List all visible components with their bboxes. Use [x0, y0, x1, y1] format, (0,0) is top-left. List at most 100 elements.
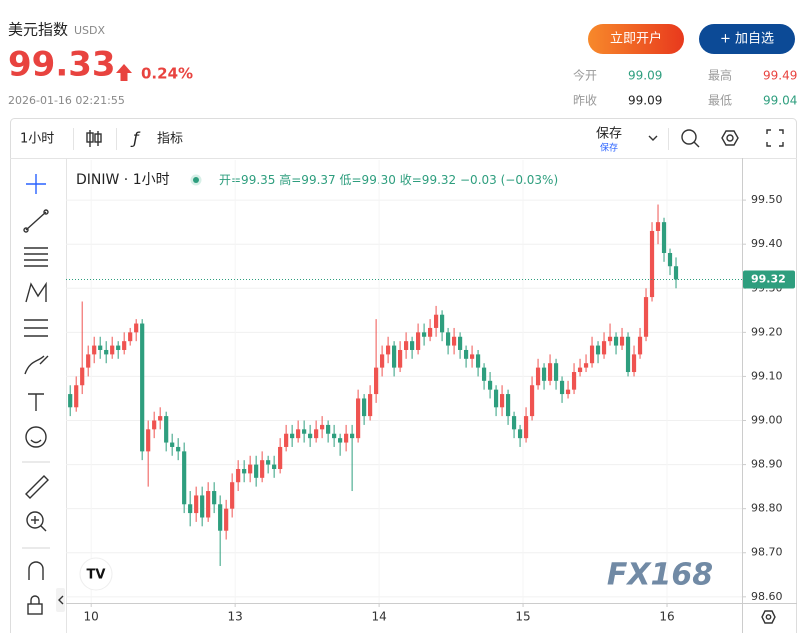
collapse-icon[interactable] — [58, 595, 64, 605]
candle-body — [362, 398, 367, 417]
candle-body — [475, 354, 481, 368]
candle-body — [499, 394, 505, 408]
trendline-tool[interactable] — [23, 209, 49, 233]
fullscreen-icon[interactable] — [766, 129, 784, 147]
candle-body — [206, 491, 211, 518]
open-account-button[interactable] — [588, 24, 684, 54]
candle-body — [517, 429, 523, 439]
magnet-tool[interactable] — [28, 561, 44, 580]
candle-body — [80, 367, 85, 386]
candle-body — [643, 297, 649, 337]
emoji-tool[interactable] — [25, 426, 47, 448]
stat-value: 99.04 — [763, 94, 797, 108]
legend-low: 低=99.30 — [340, 173, 396, 187]
candle-body — [487, 380, 493, 390]
quick-search-icon[interactable] — [681, 129, 700, 148]
fib-tool[interactable] — [24, 319, 48, 337]
candle-body — [260, 460, 265, 478]
candle-body — [547, 363, 553, 381]
candle-body — [541, 367, 547, 381]
tv-logo-mark: TV — [87, 568, 106, 583]
candle-body — [74, 385, 79, 408]
watchlist-button[interactable] — [699, 24, 795, 54]
grid — [66, 160, 742, 603]
candle-body — [427, 327, 433, 337]
save-sub[interactable]: 保存 — [600, 142, 618, 154]
candle-body — [236, 468, 241, 483]
candle-body — [661, 222, 667, 254]
candle-body — [188, 504, 193, 514]
chart-type-icon[interactable] — [86, 130, 102, 147]
candle-body — [152, 420, 157, 430]
candle-body — [565, 389, 571, 395]
collapse-handle[interactable] — [56, 588, 65, 612]
candle-body — [278, 446, 283, 469]
parallel-tool[interactable] — [24, 247, 48, 267]
candle-body — [398, 349, 403, 368]
candle-body — [170, 442, 175, 447]
candle-body — [248, 464, 253, 474]
candle-body — [404, 341, 409, 350]
axis-settings-icon[interactable] — [761, 610, 776, 624]
candle-body — [140, 323, 145, 452]
candle-body — [176, 446, 181, 452]
candle-body — [98, 345, 103, 350]
candle-body — [92, 345, 97, 355]
candle-body — [212, 491, 217, 505]
fx-icon[interactable]: ƒ — [130, 129, 141, 148]
ohlc-legend: 开=99.35 高=99.37 低=99.30 收=99.32 −0.03 (−… — [219, 172, 558, 187]
zoom-tool[interactable] — [26, 511, 47, 532]
watchlist-label[interactable]: + 加自选 — [720, 32, 774, 47]
y-tick-label: 98.70 — [751, 546, 783, 559]
candle-body — [559, 380, 565, 395]
interval[interactable]: 1小时 — [20, 132, 54, 147]
candle-body — [571, 372, 577, 390]
candle-body — [457, 336, 463, 350]
candle-body — [613, 336, 619, 346]
candle-body — [667, 253, 673, 267]
brush-tool[interactable] — [24, 355, 49, 375]
candle-body — [523, 416, 529, 439]
candle-body — [463, 349, 469, 359]
legend-high: 高=99.37 — [279, 172, 335, 187]
watermark: FX168 — [607, 558, 713, 593]
candle-body — [631, 354, 637, 373]
candle-body — [392, 345, 397, 368]
text-tool[interactable] — [28, 393, 44, 411]
stat-label: 昨收 — [573, 94, 597, 108]
candle-body — [290, 433, 295, 439]
y-tick-label: 99.40 — [751, 237, 783, 250]
crosshair-tool[interactable] — [26, 174, 46, 194]
save-menu-icon[interactable] — [648, 135, 658, 141]
candle-body — [553, 363, 559, 381]
settings-icon[interactable] — [721, 130, 739, 146]
open-account-label[interactable]: 立即开户 — [610, 31, 662, 47]
symbol: DINIW · 1小时 — [76, 172, 170, 188]
drawing-tools — [22, 174, 50, 615]
x-tick-label: 15 — [515, 610, 530, 624]
candle-body — [116, 345, 121, 350]
candle-body — [272, 464, 277, 469]
candle-body — [224, 508, 229, 531]
candle-body — [469, 354, 475, 359]
pattern-tool[interactable] — [25, 281, 47, 303]
stat-label: 最低 — [708, 94, 732, 108]
candle-body — [589, 345, 595, 364]
candle-body — [302, 429, 307, 434]
price: 99.33 — [8, 45, 116, 85]
y-tick-label: 99.50 — [751, 193, 783, 206]
candle-body — [122, 341, 127, 350]
lock-tool[interactable] — [27, 595, 43, 615]
legend-open: 开=99.35 — [219, 173, 275, 187]
candle-body — [242, 468, 247, 474]
candle-body — [158, 416, 163, 421]
candle-body — [332, 433, 337, 439]
indicators[interactable]: 指标 — [157, 132, 183, 147]
candle-body — [86, 354, 91, 368]
change: 0.24% — [141, 65, 193, 83]
ruler-tool[interactable] — [25, 475, 49, 499]
code: USDX — [74, 24, 106, 37]
x-tick-label: 14 — [371, 610, 386, 624]
save[interactable]: 保存 — [596, 127, 622, 142]
